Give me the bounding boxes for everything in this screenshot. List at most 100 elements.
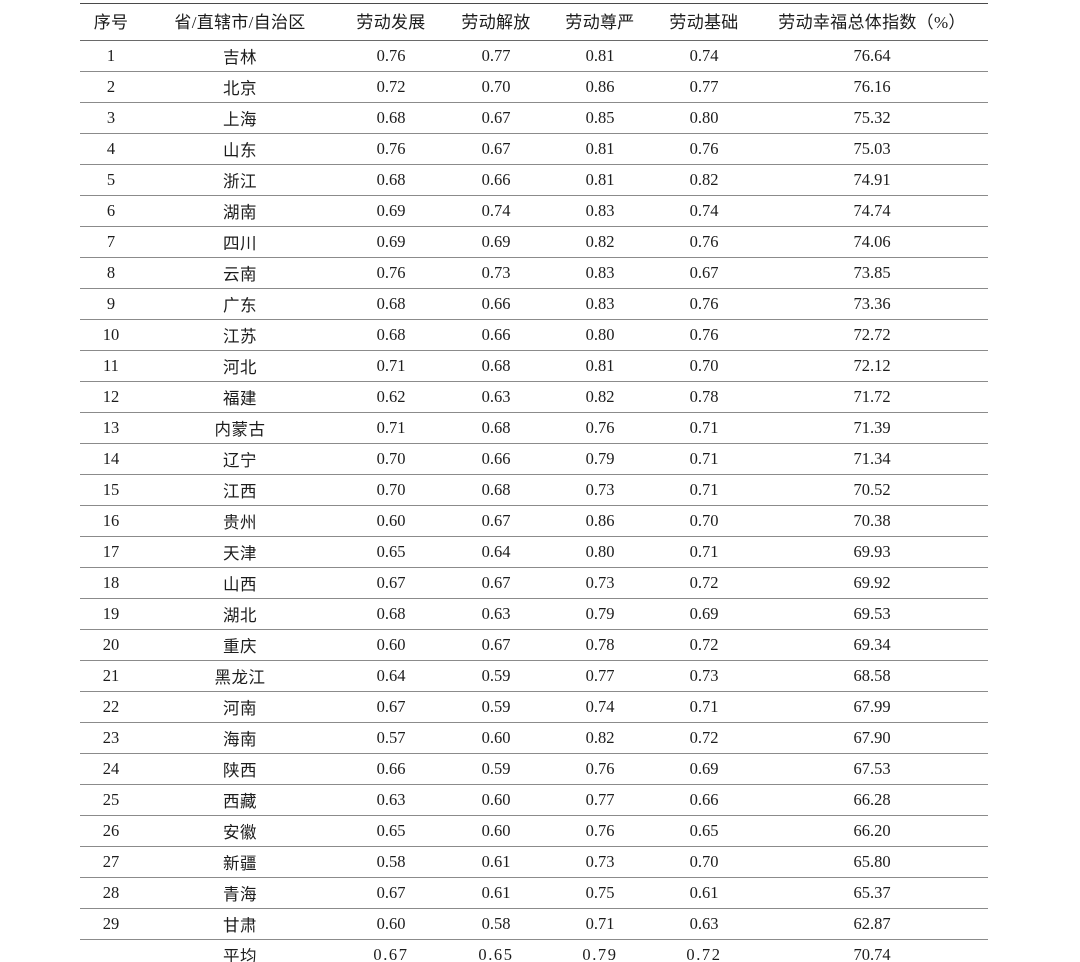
table-cell-rank: 26 — [102, 821, 120, 840]
table-cell-total-index: 69.53 — [853, 604, 891, 623]
table-cell-development: 0.70 — [376, 480, 406, 499]
table-row: 19 湖北 0.68 0.63 0.79 0.69 69.53 — [80, 599, 988, 630]
table-cell-dignity: 0.83 — [585, 263, 615, 282]
table-cell-rank: 16 — [102, 511, 120, 530]
table-cell-dignity: 0.76 — [585, 821, 615, 840]
table-row: 22 河南 0.67 0.59 0.74 0.71 67.99 — [80, 692, 988, 723]
table-cell-development: 0.68 — [376, 294, 406, 313]
table-cell-rank: 17 — [102, 542, 120, 561]
table-cell-rank: 4 — [106, 139, 116, 158]
table-cell-liberation: 0.59 — [481, 759, 511, 778]
table-cell-rank: 7 — [106, 232, 116, 251]
table-row: 13 内蒙古 0.71 0.68 0.76 0.71 71.39 — [80, 413, 988, 444]
table-cell-liberation: 0.74 — [481, 201, 511, 220]
table-cell-total-index: 74.06 — [853, 232, 891, 251]
table-cell-total-index: 71.39 — [853, 418, 891, 437]
table-cell-liberation: 0.66 — [481, 294, 511, 313]
table-cell-province: 贵州 — [223, 513, 257, 532]
table-cell-total-index: 69.92 — [853, 573, 891, 592]
table-cell-rank: 20 — [102, 635, 120, 654]
table-cell-foundation: 0.73 — [689, 666, 719, 685]
table-cell-total-index: 73.85 — [853, 263, 891, 282]
table-cell-liberation: 0.63 — [481, 387, 511, 406]
table-cell-total-index: 72.72 — [853, 325, 891, 344]
table-cell-foundation: 0.71 — [689, 449, 719, 468]
table-cell-liberation: 0.60 — [481, 821, 511, 840]
table-cell-liberation: 0.63 — [481, 604, 511, 623]
table-cell-development: 0.68 — [376, 108, 406, 127]
table-cell-total-index: 76.16 — [853, 77, 891, 96]
table-cell-foundation: 0.61 — [689, 883, 719, 902]
table-cell-development: 0.58 — [376, 852, 406, 871]
summary-liberation: 0.65 — [478, 945, 514, 962]
table-cell-foundation: 0.70 — [689, 511, 719, 530]
table-cell-total-index: 75.03 — [853, 139, 891, 158]
table-cell-liberation: 0.68 — [481, 418, 511, 437]
table-cell-liberation: 0.58 — [481, 914, 511, 933]
table-cell-development: 0.69 — [376, 201, 406, 220]
column-header-development: 劳动发展 — [356, 13, 426, 32]
table-cell-dignity: 0.86 — [585, 77, 615, 96]
table-row: 11 河北 0.71 0.68 0.81 0.70 72.12 — [80, 351, 988, 382]
summary-province: 平均 — [223, 947, 257, 962]
table-cell-liberation: 0.64 — [481, 542, 511, 561]
summary-dignity: 0.79 — [582, 945, 618, 962]
table-cell-dignity: 0.79 — [585, 604, 615, 623]
column-header-dignity: 劳动尊严 — [565, 13, 635, 32]
table-cell-development: 0.60 — [376, 914, 406, 933]
table-cell-development: 0.69 — [376, 232, 406, 251]
table-header: 序号 省/直辖市/自治区 劳动发展 劳动解放 劳动尊严 劳动基础 劳动幸福总体指… — [80, 3, 988, 41]
table-cell-total-index: 68.58 — [853, 666, 891, 685]
table-row: 14 辽宁 0.70 0.66 0.79 0.71 71.34 — [80, 444, 988, 475]
table-cell-total-index: 76.64 — [853, 46, 891, 65]
table-cell-province: 江苏 — [223, 327, 257, 346]
table-cell-province: 广东 — [223, 296, 257, 315]
table-cell-development: 0.68 — [376, 170, 406, 189]
table-cell-total-index: 67.99 — [853, 697, 891, 716]
table-cell-foundation: 0.72 — [689, 728, 719, 747]
table-cell-dignity: 0.74 — [585, 697, 615, 716]
column-header-foundation: 劳动基础 — [669, 13, 739, 32]
table-cell-foundation: 0.74 — [689, 46, 719, 65]
table-cell-province: 北京 — [223, 79, 257, 98]
table-cell-rank: 15 — [102, 480, 120, 499]
table-row: 4 山东 0.76 0.67 0.81 0.76 75.03 — [80, 134, 988, 165]
table-cell-liberation: 0.59 — [481, 666, 511, 685]
table-cell-province: 安徽 — [223, 823, 257, 842]
table-row: 29 甘肃 0.60 0.58 0.71 0.63 62.87 — [80, 909, 988, 940]
table-cell-development: 0.76 — [376, 139, 406, 158]
table-cell-rank: 12 — [102, 387, 120, 406]
table-cell-development: 0.67 — [376, 883, 406, 902]
table-cell-foundation: 0.70 — [689, 356, 719, 375]
table-cell-foundation: 0.72 — [689, 573, 719, 592]
table-cell-development: 0.62 — [376, 387, 406, 406]
table-cell-development: 0.67 — [376, 573, 406, 592]
table-cell-development: 0.70 — [376, 449, 406, 468]
table-cell-foundation: 0.71 — [689, 418, 719, 437]
table-cell-liberation: 0.66 — [481, 325, 511, 344]
table-cell-province: 湖南 — [223, 203, 257, 222]
table-cell-development: 0.67 — [376, 697, 406, 716]
table-cell-development: 0.68 — [376, 604, 406, 623]
table-cell-dignity: 0.82 — [585, 387, 615, 406]
table-cell-rank: 5 — [106, 170, 116, 189]
table-cell-liberation: 0.68 — [481, 480, 511, 499]
table-cell-foundation: 0.71 — [689, 480, 719, 499]
table-cell-liberation: 0.69 — [481, 232, 511, 251]
table-cell-total-index: 67.53 — [853, 759, 891, 778]
table-row: 6 湖南 0.69 0.74 0.83 0.74 74.74 — [80, 196, 988, 227]
table-cell-foundation: 0.70 — [689, 852, 719, 871]
table-cell-province: 陕西 — [223, 761, 257, 780]
table-cell-foundation: 0.66 — [689, 790, 719, 809]
summary-total-index: 70.74 — [853, 945, 891, 962]
table-cell-foundation: 0.65 — [689, 821, 719, 840]
table-cell-province: 辽宁 — [223, 451, 257, 470]
table-cell-foundation: 0.74 — [689, 201, 719, 220]
table-summary-row: 平均 0.67 0.65 0.79 0.72 70.74 — [80, 940, 988, 962]
table-cell-dignity: 0.80 — [585, 325, 615, 344]
table-cell-rank: 11 — [103, 356, 119, 375]
table-cell-province: 河北 — [223, 358, 257, 377]
table-cell-development: 0.71 — [376, 356, 406, 375]
table-cell-development: 0.66 — [376, 759, 406, 778]
table-cell-total-index: 74.74 — [853, 201, 891, 220]
